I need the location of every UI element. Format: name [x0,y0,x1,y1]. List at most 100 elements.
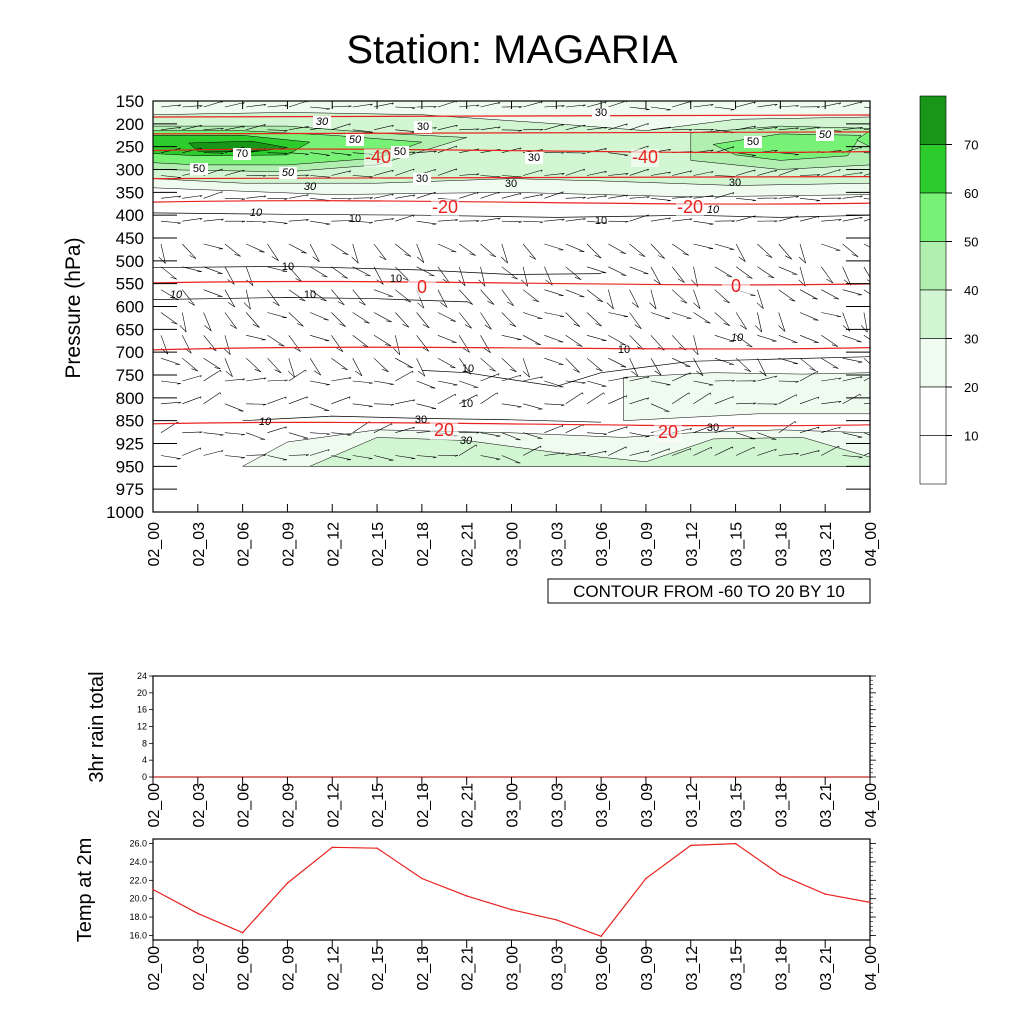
wind-barb [437,219,458,222]
wind-barb [629,123,649,131]
wind-barb [501,175,522,178]
wind-barb-flag [428,274,435,277]
wind-barb-flag [858,456,863,459]
wind-barb-flag [321,275,328,278]
temp-x-tick-label: 03_18 [773,946,790,991]
wind-barb [693,358,704,376]
wind-barb-flag [817,216,820,218]
wind-barb [458,358,472,375]
wind-barb [842,312,850,332]
wind-barb [459,220,480,222]
wind-barb-flag [449,366,456,369]
wind-barb [757,289,764,309]
temp-point [465,895,468,897]
wind-barb [501,455,521,464]
wind-barb [650,312,670,320]
wind-barb-flag [348,220,352,222]
wind-barb [267,266,288,272]
wind-barb-flag [583,452,586,454]
wind-barb [863,152,870,154]
colorbar-segment [919,386,947,436]
wind-barb-flag [417,302,425,309]
wind-barb [544,335,564,343]
x-tick-label: 03_00 [505,522,522,567]
wind-barb-flag [178,195,182,198]
wind-barb [799,243,806,264]
wind-contour-label: 10 [618,344,630,356]
wind-barb-flag [877,440,882,441]
wind-barb [821,289,840,300]
wind-barb-flag [860,172,863,175]
temp-point [600,935,602,938]
wind-barb [821,169,841,176]
wind-barb-flag [413,399,416,402]
wind-barb [586,450,607,456]
wind-barb [395,312,410,328]
wind-barb-flag [259,251,265,253]
wind-barb [799,450,820,456]
contour-label-bg [592,107,610,119]
wind-barb-flag [759,370,767,377]
wind-barb [395,370,413,382]
wind-barb-flag [626,123,628,126]
colorbar: 70 60 50 40 30 20 10 [919,95,978,485]
wind-barb-flag [817,396,820,399]
wind-barb-flag [583,124,586,127]
y-tick-label: 150 [116,92,144,111]
wind-barb [309,243,320,262]
rain-x-tick-label: 02_12 [325,783,342,828]
main-axes: 1502002503003504004505005506006507007508… [106,92,880,567]
wind-barb [246,220,267,223]
wind-barb [437,101,457,108]
wind-barb-flag [241,220,245,223]
wind-barb-flag [647,376,650,379]
wind-barb [480,357,496,372]
wind-barb-flag [813,341,819,343]
contour-info-box [547,578,871,604]
wind-barb [160,243,166,264]
isotherm-label: -40 [365,147,391,167]
wind-barb [608,426,628,433]
wind-barb [821,377,842,382]
wind-barb-flag [500,256,508,264]
wind-barb-flag [241,434,245,436]
wind-barb [650,335,665,351]
temp-y-tick-label: 16.0 [129,930,147,940]
wind-barb-flag [732,146,735,149]
wind-barb-flag [838,219,842,221]
wind-barb [714,357,734,365]
wind-barb [736,432,756,440]
wind-barb-flag [795,105,799,107]
wind-barb-flag [220,218,224,221]
wind-barb [842,266,852,286]
rain-plot-frame [152,675,871,778]
wind-barb [586,432,607,435]
wind-barb [650,380,671,386]
wind-barb [480,289,495,305]
y-tick-label: 250 [116,138,144,157]
wind-barb-flag [768,275,775,279]
wind-barb [395,266,410,282]
wind-barb-flag [263,404,267,406]
wind-contour-label: 10 [259,416,272,428]
wind-barb-flag [626,426,628,429]
wind-barb [821,445,840,456]
colorbar-label: 70 [964,138,978,153]
wind-barb [160,175,181,178]
wind-barb-flag [200,447,202,450]
colorbar-segment [919,192,947,242]
wind-barb [735,446,755,456]
temp-point [152,888,154,891]
wind-barb [757,432,777,440]
contour-label-bg [816,129,834,141]
wind-speed-fills [153,101,870,467]
wind-barb [650,171,671,176]
wind-barb [799,289,818,300]
wind-barb-flag [880,110,884,111]
wind-barb-flag [689,196,693,199]
wind-barb [714,266,733,278]
wind-barb-flag [704,321,711,324]
wind-barb [501,432,521,441]
wind-barb [373,169,394,176]
wind-barb-flag [368,406,373,408]
